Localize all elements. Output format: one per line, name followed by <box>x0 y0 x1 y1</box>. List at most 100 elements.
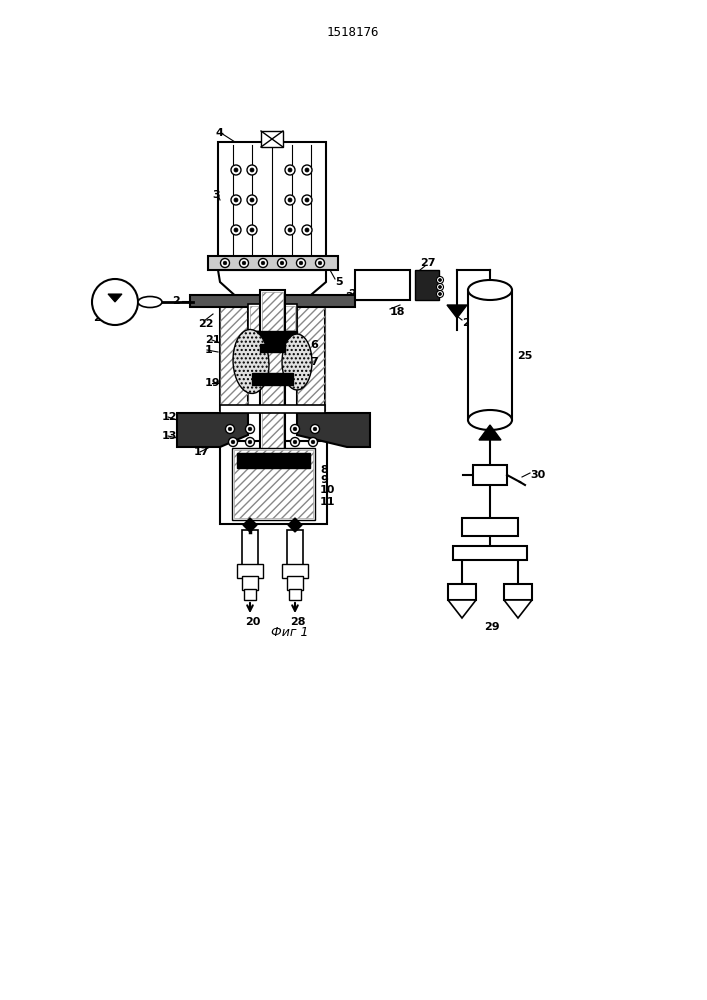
Text: 25: 25 <box>517 351 532 361</box>
Text: 13: 13 <box>162 431 177 441</box>
Polygon shape <box>288 518 302 532</box>
Polygon shape <box>447 305 467 318</box>
Circle shape <box>248 440 252 444</box>
Circle shape <box>436 284 443 290</box>
Circle shape <box>310 424 320 434</box>
Circle shape <box>231 440 235 444</box>
Circle shape <box>438 286 441 288</box>
Bar <box>220 441 327 524</box>
Text: 10: 10 <box>320 485 335 495</box>
Text: 20: 20 <box>245 617 260 627</box>
Text: 17: 17 <box>194 447 209 457</box>
Circle shape <box>285 225 295 235</box>
Bar <box>415 270 439 300</box>
Bar <box>220 300 248 410</box>
Circle shape <box>223 261 227 265</box>
Circle shape <box>234 228 238 232</box>
Bar <box>468 290 512 420</box>
Circle shape <box>228 438 238 446</box>
Circle shape <box>436 276 443 284</box>
Circle shape <box>261 261 265 265</box>
Circle shape <box>250 168 254 172</box>
Circle shape <box>245 438 255 446</box>
Polygon shape <box>177 413 248 447</box>
Polygon shape <box>504 600 532 618</box>
Circle shape <box>250 228 254 232</box>
Bar <box>248 331 297 345</box>
Text: 9: 9 <box>320 475 328 485</box>
Text: Фиг 1: Фиг 1 <box>271 626 309 639</box>
Bar <box>260 290 285 510</box>
Circle shape <box>243 261 246 265</box>
Circle shape <box>247 225 257 235</box>
Ellipse shape <box>468 410 512 430</box>
Circle shape <box>438 278 441 282</box>
Bar <box>237 564 263 578</box>
Text: 12: 12 <box>162 412 177 422</box>
Circle shape <box>438 292 441 296</box>
Bar <box>287 576 303 590</box>
Bar <box>462 518 518 536</box>
Circle shape <box>318 261 322 265</box>
Bar <box>218 142 326 260</box>
Bar <box>453 546 527 560</box>
Circle shape <box>247 195 257 205</box>
Circle shape <box>308 438 317 446</box>
Bar <box>448 584 476 600</box>
Text: 2: 2 <box>173 296 180 306</box>
Bar <box>297 300 325 410</box>
Circle shape <box>302 225 312 235</box>
Circle shape <box>302 195 312 205</box>
Circle shape <box>293 427 297 431</box>
Bar <box>220 405 325 413</box>
Bar <box>190 295 355 307</box>
Text: 5: 5 <box>335 277 343 287</box>
Polygon shape <box>108 294 122 302</box>
Text: 1518176: 1518176 <box>327 25 379 38</box>
Circle shape <box>234 168 238 172</box>
Text: 28: 28 <box>290 617 305 627</box>
Text: 19: 19 <box>205 378 221 388</box>
Text: 26: 26 <box>348 289 363 299</box>
Circle shape <box>234 198 238 202</box>
Circle shape <box>291 438 300 446</box>
Text: 6: 6 <box>310 340 318 350</box>
Circle shape <box>247 165 257 175</box>
Polygon shape <box>218 270 326 300</box>
Circle shape <box>305 168 309 172</box>
Ellipse shape <box>468 280 512 300</box>
Text: 3: 3 <box>212 190 220 200</box>
Circle shape <box>231 225 241 235</box>
Circle shape <box>288 198 292 202</box>
Text: 21: 21 <box>205 335 221 345</box>
Circle shape <box>299 261 303 265</box>
Polygon shape <box>479 425 501 440</box>
Circle shape <box>311 440 315 444</box>
Polygon shape <box>243 518 257 532</box>
Circle shape <box>288 168 292 172</box>
Circle shape <box>278 258 286 267</box>
Polygon shape <box>297 413 370 447</box>
Text: 23: 23 <box>93 313 108 323</box>
Bar <box>252 373 293 385</box>
Bar <box>208 256 338 270</box>
Bar <box>504 584 532 600</box>
Text: 1: 1 <box>205 345 213 355</box>
Text: 30: 30 <box>530 470 545 480</box>
Circle shape <box>285 165 295 175</box>
Circle shape <box>285 195 295 205</box>
Bar <box>220 300 248 410</box>
Bar <box>242 576 258 590</box>
Circle shape <box>293 440 297 444</box>
Circle shape <box>296 258 305 267</box>
Bar <box>260 344 285 352</box>
Text: 26: 26 <box>345 292 361 302</box>
Bar <box>250 306 295 330</box>
Bar <box>289 589 301 600</box>
Bar <box>262 292 283 508</box>
Ellipse shape <box>138 296 162 308</box>
Circle shape <box>231 195 241 205</box>
Text: 27: 27 <box>420 258 436 268</box>
Circle shape <box>231 165 241 175</box>
Text: 22: 22 <box>198 319 214 329</box>
